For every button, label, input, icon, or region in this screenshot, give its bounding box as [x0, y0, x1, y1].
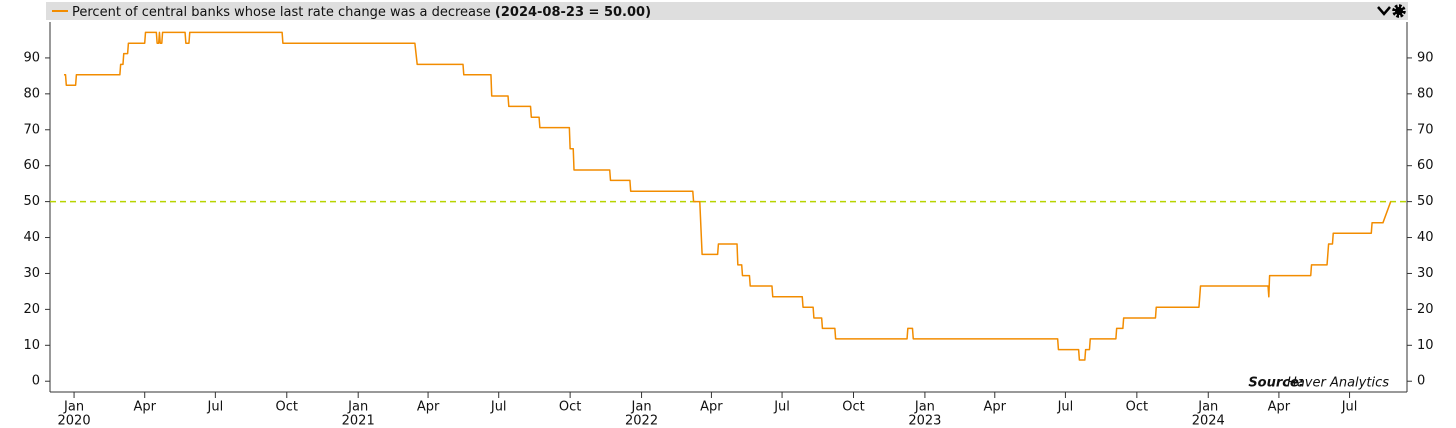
y-tick-label: 70	[23, 122, 40, 137]
y2-tick-label: 50	[1417, 194, 1434, 209]
y-tick-label: 50	[23, 194, 40, 209]
x-tick-label: Apr	[984, 400, 1007, 415]
x-tick-label: Jan	[347, 400, 368, 415]
y2-tick-label: 10	[1417, 338, 1434, 353]
y-tick-label: 10	[23, 338, 40, 353]
x-tick-label: Jul	[207, 400, 224, 415]
y2-tick-label: 40	[1417, 230, 1434, 245]
x-tick-label: Apr	[700, 400, 723, 415]
y2-tick-label: 70	[1417, 122, 1434, 137]
x-tick-label: Oct	[276, 400, 298, 415]
y2-tick-label: 90	[1417, 50, 1434, 65]
x-tick-label: Jan	[914, 400, 935, 415]
collapse-icon[interactable]	[1377, 6, 1391, 16]
y-tick-label: 90	[23, 50, 40, 65]
x-tick-label: Jul	[490, 400, 507, 415]
gear[interactable]	[1392, 4, 1406, 18]
series-line	[63, 31, 1392, 361]
x-tick-label: Apr	[1268, 400, 1291, 415]
y2-tick-label: 60	[1417, 158, 1434, 173]
y-tick-label: 80	[23, 86, 40, 101]
x-tick-label: Jan	[1197, 400, 1218, 415]
x-year-label: 2020	[58, 414, 91, 428]
gear-hub[interactable]	[1395, 7, 1403, 15]
x-tick-label: Jan	[631, 400, 652, 415]
legend-label: Percent of central banks whose last rate…	[72, 5, 491, 20]
header-value: (2024-08-23 = 50.00)	[495, 5, 651, 20]
x-tick-label: Apr	[133, 400, 156, 415]
source: Haver Analytics	[1287, 376, 1389, 391]
y-tick-label: 30	[23, 266, 40, 281]
header-bar	[46, 2, 1408, 20]
x-tick-label: Jan	[63, 400, 84, 415]
settings-icon[interactable]	[1392, 4, 1406, 18]
x-year-label: 2022	[625, 414, 658, 428]
x-year-label: 2021	[342, 414, 375, 428]
y-tick-label: 60	[23, 158, 40, 173]
y2-tick-label: 20	[1417, 302, 1434, 317]
y2-tick-label: 80	[1417, 86, 1434, 101]
y-tick-label: 40	[23, 230, 40, 245]
x-tick-label: Apr	[417, 400, 440, 415]
y2-tick-label: 30	[1417, 266, 1434, 281]
y2-tick-label: 0	[1417, 374, 1425, 389]
x-tick-label: Jul	[1057, 400, 1074, 415]
x-year-label: 2023	[908, 414, 941, 428]
source-label: Source:	[1248, 376, 1304, 391]
y-tick-label: 20	[23, 302, 40, 317]
x-year-label: 2024	[1192, 414, 1225, 428]
x-tick-label: Oct	[1126, 400, 1148, 415]
x-tick-label: Jul	[1341, 400, 1358, 415]
y-tick-label: 0	[32, 374, 40, 389]
x-tick-label: Oct	[559, 400, 581, 415]
x-tick-label: Jul	[773, 400, 790, 415]
x-tick-label: Oct	[842, 400, 864, 415]
header-text: Percent of central banks whose last rate…	[72, 5, 651, 20]
